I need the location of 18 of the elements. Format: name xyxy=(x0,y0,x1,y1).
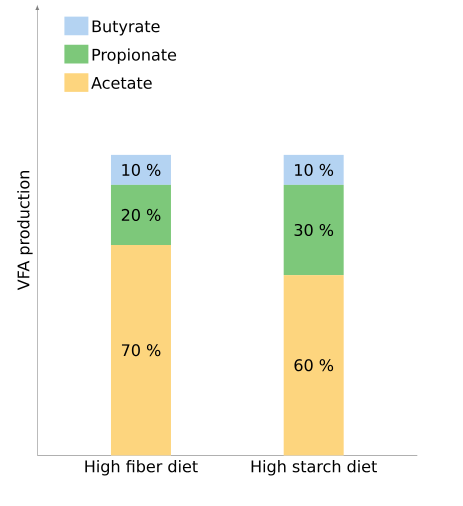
data-label: 30 % xyxy=(294,224,334,236)
bar xyxy=(110,184,171,246)
y-axis-title: VFA production xyxy=(17,171,33,290)
x-tick-label: High starch diet xyxy=(252,460,377,476)
legend-label: Acetate xyxy=(91,77,152,89)
data-label: 10 % xyxy=(295,164,334,176)
bar xyxy=(284,184,344,276)
data-label: 70 % xyxy=(122,344,160,356)
data-label: 20 % xyxy=(122,208,160,222)
bar xyxy=(284,154,344,185)
bar xyxy=(284,275,344,456)
data-label: 60 % xyxy=(294,359,334,372)
legend-label: Propionate xyxy=(92,48,176,64)
x-tick-label: High fiber diet xyxy=(85,460,198,476)
bar xyxy=(110,154,171,185)
data-label: 10 % xyxy=(122,164,160,176)
legend-label: Butyrate xyxy=(92,20,160,36)
bar xyxy=(110,245,171,456)
